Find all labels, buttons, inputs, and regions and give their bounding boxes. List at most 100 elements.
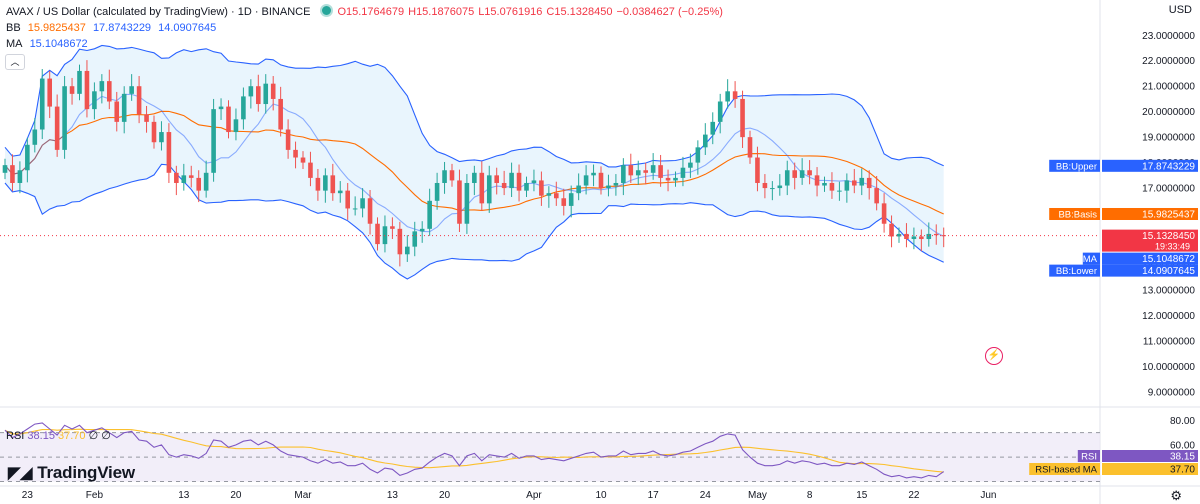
- candle[interactable]: [17, 170, 23, 183]
- candle[interactable]: [703, 134, 708, 148]
- candle[interactable]: [881, 203, 887, 224]
- candle[interactable]: [799, 170, 805, 178]
- ma-line[interactable]: [4, 93, 944, 237]
- price-label-bb_basis[interactable]: [1102, 207, 1198, 220]
- candle[interactable]: [121, 93, 127, 122]
- candle[interactable]: [516, 172, 522, 191]
- candle[interactable]: [464, 182, 470, 224]
- candle[interactable]: [25, 144, 30, 171]
- candle[interactable]: [256, 86, 261, 105]
- candle[interactable]: [241, 96, 246, 120]
- candle[interactable]: [829, 182, 835, 191]
- candle[interactable]: [904, 233, 909, 240]
- candle[interactable]: [576, 185, 581, 194]
- candle[interactable]: [315, 177, 321, 191]
- candle[interactable]: [643, 170, 648, 173]
- tradingview-logo[interactable]: ◤◢ TradingView: [8, 463, 135, 483]
- rsi-legend[interactable]: RSI 38.15 37.70 ∅ ∅: [6, 429, 111, 442]
- candle[interactable]: [405, 246, 410, 255]
- candle[interactable]: [248, 86, 254, 97]
- candle[interactable]: [397, 228, 403, 255]
- candle[interactable]: [680, 167, 686, 178]
- candle[interactable]: [546, 193, 552, 196]
- flash-icon[interactable]: ⚡: [985, 347, 1003, 365]
- candle[interactable]: [62, 86, 67, 150]
- candle[interactable]: [114, 101, 120, 122]
- candle[interactable]: [457, 180, 462, 224]
- candle[interactable]: [747, 137, 753, 158]
- candle[interactable]: [218, 106, 224, 110]
- candle[interactable]: [852, 180, 857, 186]
- candle[interactable]: [859, 177, 865, 186]
- candle[interactable]: [911, 236, 917, 240]
- bb-upper-line[interactable]: [4, 44, 944, 168]
- candle[interactable]: [233, 119, 239, 133]
- candle[interactable]: [650, 165, 656, 173]
- candle[interactable]: [568, 193, 574, 206]
- rsi-price-label-rsi[interactable]: [1102, 450, 1198, 462]
- candle[interactable]: [77, 70, 82, 94]
- candle[interactable]: [889, 223, 894, 237]
- candle[interactable]: [136, 86, 142, 115]
- candle[interactable]: [479, 172, 485, 204]
- candle[interactable]: [725, 91, 730, 102]
- candle[interactable]: [673, 177, 678, 181]
- candle[interactable]: [933, 233, 939, 236]
- candle[interactable]: [69, 86, 75, 94]
- candle[interactable]: [509, 172, 514, 189]
- candle[interactable]: [539, 180, 544, 196]
- candle[interactable]: [814, 175, 820, 186]
- candle[interactable]: [501, 182, 507, 189]
- candle[interactable]: [896, 233, 902, 237]
- candle[interactable]: [494, 175, 499, 183]
- candle[interactable]: [54, 106, 60, 150]
- candle[interactable]: [635, 170, 641, 176]
- candle[interactable]: [770, 188, 775, 190]
- candle[interactable]: [926, 233, 932, 240]
- candle[interactable]: [32, 129, 38, 145]
- candle[interactable]: [941, 235, 946, 237]
- candle[interactable]: [717, 101, 723, 122]
- candle[interactable]: [732, 91, 738, 99]
- candle[interactable]: [784, 170, 790, 186]
- candle[interactable]: [92, 91, 97, 110]
- candle[interactable]: [434, 182, 440, 201]
- candle[interactable]: [658, 165, 663, 178]
- candle[interactable]: [837, 190, 842, 192]
- bb-lower-line[interactable]: [4, 163, 944, 280]
- candle[interactable]: [293, 149, 298, 158]
- candle[interactable]: [10, 165, 15, 183]
- candle[interactable]: [367, 198, 373, 224]
- candle[interactable]: [107, 81, 112, 102]
- candle[interactable]: [285, 129, 291, 150]
- candle[interactable]: [874, 188, 879, 204]
- candle[interactable]: [777, 185, 783, 189]
- candle[interactable]: [337, 190, 343, 194]
- candle[interactable]: [196, 177, 201, 191]
- candle[interactable]: [531, 180, 537, 183]
- candle[interactable]: [554, 193, 559, 199]
- candle[interactable]: [278, 98, 283, 130]
- candle[interactable]: [99, 81, 105, 92]
- candle[interactable]: [695, 147, 701, 163]
- candle[interactable]: [442, 170, 447, 183]
- candle[interactable]: [472, 172, 477, 183]
- candle[interactable]: [263, 83, 269, 105]
- candle[interactable]: [39, 78, 45, 130]
- candle[interactable]: [226, 106, 231, 133]
- candle[interactable]: [583, 175, 589, 186]
- candle[interactable]: [129, 86, 134, 94]
- candle[interactable]: [486, 175, 492, 204]
- symbol-title[interactable]: AVAX / US Dollar (calculated by TradingV…: [6, 6, 311, 18]
- gear-icon[interactable]: ⚙: [1170, 488, 1182, 503]
- candle[interactable]: [47, 78, 52, 107]
- candle[interactable]: [323, 175, 328, 191]
- candle[interactable]: [919, 236, 924, 240]
- candle[interactable]: [203, 172, 209, 191]
- price-label-bb_lower[interactable]: [1102, 264, 1198, 277]
- candle[interactable]: [84, 70, 90, 110]
- candle[interactable]: [688, 162, 693, 168]
- price-label-bb_upper[interactable]: [1102, 159, 1198, 172]
- candle[interactable]: [181, 175, 187, 183]
